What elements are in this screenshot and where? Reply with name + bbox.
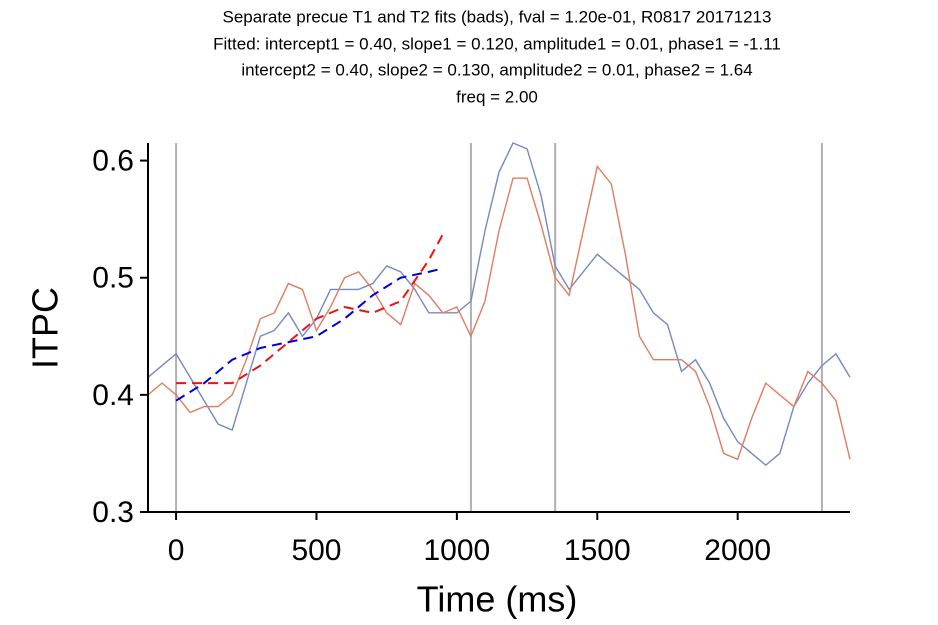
y-axis-label: ITPC (25, 287, 66, 369)
chart-title: Fitted: intercept1 = 0.40, slope1 = 0.12… (213, 34, 781, 53)
chart-title: Separate precue T1 and T2 fits (bads), f… (223, 7, 772, 26)
data-line (147, 142, 851, 467)
x-tick-label: 1500 (564, 534, 631, 567)
fit-line (175, 267, 444, 402)
chart-title: freq = 2.00 (456, 87, 538, 106)
x-tick-label: 0 (168, 534, 185, 567)
x-tick-label: 1000 (424, 534, 491, 567)
data-line (147, 164, 851, 461)
x-tick-label: 500 (291, 534, 341, 567)
fit-line (176, 233, 444, 385)
y-tick-label: 0.5 (92, 262, 134, 295)
chart-title: intercept2 = 0.40, slope2 = 0.130, ampli… (241, 60, 752, 79)
y-tick-label: 0.6 (92, 144, 134, 177)
y-tick-label: 0.4 (92, 379, 134, 412)
x-tick-label: 2000 (704, 534, 771, 567)
x-axis-label: Time (ms) (417, 579, 578, 620)
y-tick-label: 0.3 (92, 496, 134, 529)
